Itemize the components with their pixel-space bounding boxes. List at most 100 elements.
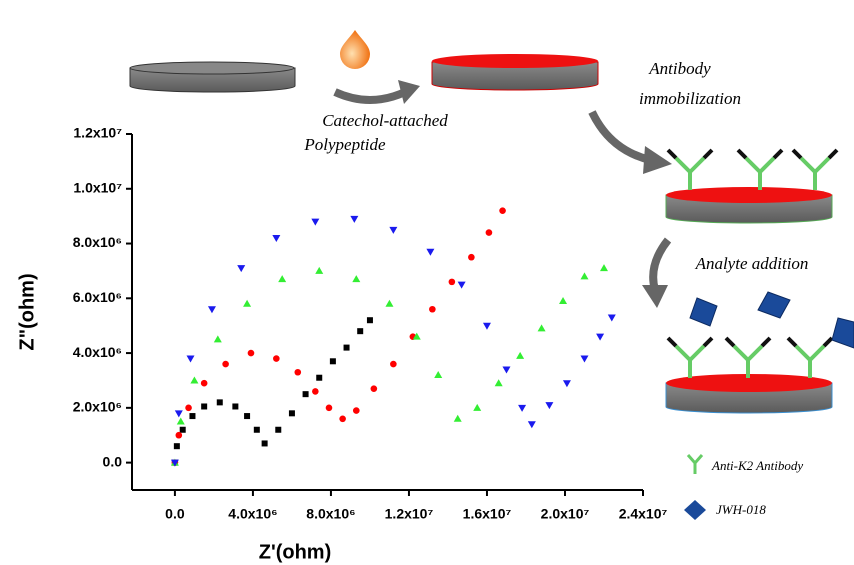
antibody-tip bbox=[726, 338, 770, 346]
point bbox=[326, 405, 333, 412]
x-tick-label: 2.0x10⁷ bbox=[541, 506, 590, 522]
point bbox=[315, 267, 323, 274]
point bbox=[608, 314, 616, 321]
antibodies bbox=[668, 150, 837, 190]
y-axis-label: Z"(ohm) bbox=[16, 273, 38, 350]
legend-analyte-icon bbox=[684, 500, 706, 520]
arrow-head bbox=[398, 80, 420, 104]
point bbox=[371, 385, 378, 392]
point bbox=[248, 350, 255, 357]
step-label: Antibody bbox=[648, 59, 711, 78]
point bbox=[350, 216, 358, 223]
point bbox=[217, 399, 223, 405]
point bbox=[518, 405, 526, 412]
point bbox=[208, 306, 216, 313]
point bbox=[201, 403, 207, 409]
disk-top bbox=[130, 62, 294, 74]
point bbox=[385, 300, 393, 307]
point bbox=[294, 369, 301, 376]
antibody-tip bbox=[738, 150, 782, 158]
y-tick-label: 8.0x10⁶ bbox=[73, 234, 122, 250]
point bbox=[177, 418, 185, 425]
point bbox=[600, 264, 608, 271]
point bbox=[528, 421, 536, 428]
point bbox=[538, 324, 546, 331]
point bbox=[222, 361, 229, 368]
point bbox=[458, 282, 466, 289]
point bbox=[189, 413, 195, 419]
x-tick-label: 1.2x10⁷ bbox=[385, 506, 434, 522]
point bbox=[272, 235, 280, 242]
point bbox=[580, 356, 588, 363]
step-label: Polypeptide bbox=[303, 135, 386, 154]
step-label: immobilization bbox=[639, 89, 741, 108]
legend-label: Anti-K2 Antibody bbox=[711, 458, 803, 473]
antibody bbox=[796, 346, 824, 378]
point bbox=[559, 297, 567, 304]
point bbox=[434, 371, 442, 378]
point bbox=[426, 249, 434, 256]
point bbox=[499, 207, 506, 214]
antibody bbox=[746, 158, 774, 190]
point bbox=[311, 219, 319, 226]
y-tick-label: 0.0 bbox=[103, 453, 123, 469]
point bbox=[275, 427, 281, 433]
point bbox=[357, 328, 363, 334]
point bbox=[367, 317, 373, 323]
point bbox=[502, 367, 510, 374]
point bbox=[214, 335, 222, 342]
antibody bbox=[676, 158, 704, 190]
point bbox=[254, 427, 260, 433]
point bbox=[312, 388, 319, 395]
point bbox=[429, 306, 436, 313]
point bbox=[176, 432, 183, 439]
arrow bbox=[653, 240, 668, 290]
antibody bbox=[801, 158, 829, 190]
x-tick-label: 1.6x10⁷ bbox=[463, 506, 512, 522]
antibody bbox=[676, 346, 704, 378]
point bbox=[563, 380, 571, 387]
y-tick-label: 4.0x10⁶ bbox=[73, 344, 122, 360]
point bbox=[244, 413, 250, 419]
point bbox=[303, 391, 309, 397]
x-axis-label: Z'(ohm) bbox=[259, 541, 332, 563]
antibodies bbox=[668, 338, 832, 378]
drop-icon bbox=[340, 30, 370, 69]
point bbox=[545, 402, 553, 409]
step-label: Analyte addition bbox=[695, 254, 809, 273]
step-label: Catechol-attached bbox=[322, 111, 448, 130]
point bbox=[278, 275, 286, 282]
point bbox=[473, 404, 481, 411]
point bbox=[516, 352, 524, 359]
arrow bbox=[335, 92, 405, 100]
point bbox=[495, 379, 503, 386]
y-tick-label: 1.0x10⁷ bbox=[73, 179, 122, 195]
x-tick-label: 2.4x10⁷ bbox=[619, 506, 668, 522]
point bbox=[273, 355, 280, 362]
y-tick-label: 6.0x10⁶ bbox=[73, 289, 122, 305]
point bbox=[243, 300, 251, 307]
point bbox=[232, 403, 238, 409]
plot: 0.02.0x10⁶4.0x10⁶6.0x10⁶8.0x10⁶1.0x10⁷1.… bbox=[73, 125, 668, 522]
x-tick-label: 0.0 bbox=[165, 506, 185, 522]
x-tick-label: 4.0x10⁶ bbox=[228, 506, 277, 522]
point bbox=[339, 416, 346, 423]
point bbox=[389, 227, 397, 234]
point bbox=[468, 254, 475, 261]
figure: Catechol-attached Polypeptide Antibody i… bbox=[0, 0, 854, 565]
point bbox=[390, 361, 397, 368]
point bbox=[289, 410, 295, 416]
point bbox=[262, 440, 268, 446]
point bbox=[175, 410, 183, 417]
arrow bbox=[592, 112, 650, 160]
legend-antibody-icon bbox=[688, 455, 702, 474]
point bbox=[316, 375, 322, 381]
x-tick-label: 8.0x10⁶ bbox=[306, 506, 355, 522]
coating bbox=[432, 54, 598, 68]
point bbox=[483, 323, 491, 330]
point bbox=[237, 265, 245, 272]
point bbox=[185, 405, 192, 412]
point bbox=[352, 275, 360, 282]
schematic: Catechol-attached Polypeptide Antibody i… bbox=[130, 30, 854, 520]
arrow-head bbox=[643, 146, 672, 174]
